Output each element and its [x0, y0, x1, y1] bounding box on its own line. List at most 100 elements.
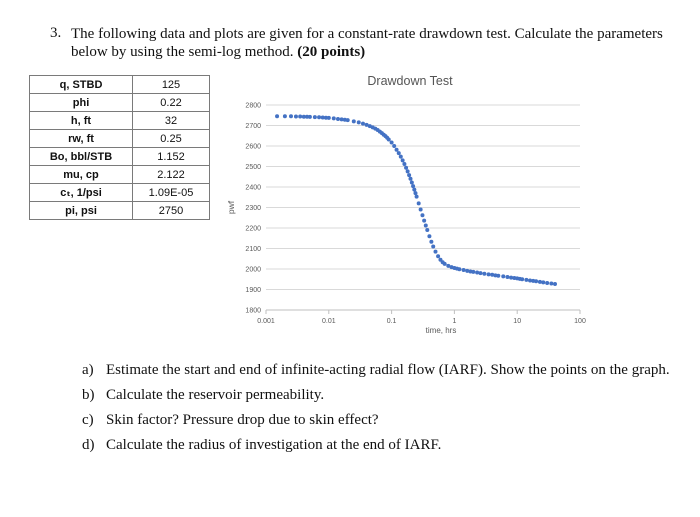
- data-point: [323, 115, 328, 120]
- parameter-value: 0.22: [132, 93, 210, 112]
- data-point: [524, 277, 529, 282]
- data-point: [436, 254, 441, 259]
- y-tick-label: 2400: [245, 185, 261, 192]
- data-point: [412, 187, 417, 192]
- parameter-name: q, STBD: [29, 75, 133, 94]
- data-point: [520, 277, 525, 282]
- data-point: [414, 194, 419, 199]
- parameter-name: mu, cp: [29, 165, 133, 184]
- data-point: [446, 263, 451, 268]
- parameter-name: rw, ft: [29, 129, 133, 148]
- x-tick-label: 0.001: [257, 318, 275, 325]
- data-point: [509, 275, 514, 280]
- data-point: [364, 122, 369, 127]
- data-point: [356, 120, 361, 125]
- data-point: [433, 249, 438, 254]
- data-point: [293, 114, 298, 119]
- data-point: [386, 137, 391, 142]
- parameter-name: h, ft: [29, 111, 133, 130]
- x-axis-label: time, hrs: [426, 326, 457, 335]
- data-point: [339, 117, 344, 122]
- data-point: [305, 114, 310, 119]
- data-point: [553, 281, 558, 286]
- data-point: [413, 191, 418, 196]
- parameters-table: q, STBD 125 phi 0.22 h, ft 32 rw, ft 0.25 Bo, bb…: [29, 75, 210, 220]
- data-point: [461, 268, 466, 273]
- data-point: [475, 270, 480, 275]
- data-point: [392, 144, 397, 148]
- parameter-row: Bo, bbl/STB 1.152: [29, 147, 210, 166]
- data-point: [545, 280, 550, 285]
- data-point: [389, 140, 394, 145]
- y-tick-label: 2500: [245, 164, 261, 171]
- data-point: [505, 275, 510, 279]
- x-tick-label: 0.01: [322, 318, 336, 325]
- parameter-row: q, STBD 125: [29, 75, 210, 94]
- task-text: Calculate the reservoir permeability.: [106, 387, 325, 403]
- data-point: [534, 279, 539, 284]
- data-point: [486, 272, 491, 277]
- x-tick-label: 10: [513, 318, 521, 325]
- parameter-name: pi, psi: [29, 201, 133, 220]
- data-point: [457, 267, 462, 272]
- parameter-value: 1.152: [132, 147, 210, 166]
- data-point: [360, 121, 365, 126]
- data-point: [408, 176, 413, 181]
- question-body: The following data and plots are given f…: [71, 26, 663, 60]
- data-point: [405, 169, 410, 174]
- y-tick-label: 2200: [245, 226, 261, 233]
- question-number: 3.: [50, 25, 62, 41]
- data-point: [429, 239, 434, 244]
- data-point: [345, 118, 350, 123]
- question-text: The following data and plots are given f…: [71, 25, 671, 61]
- parameter-value: 125: [132, 75, 210, 94]
- data-point: [427, 234, 432, 239]
- parameter-row: pi, psi 2750: [29, 201, 210, 220]
- data-point: [402, 162, 407, 167]
- parameter-value: 32: [132, 111, 210, 130]
- y-tick-label: 2700: [245, 123, 261, 130]
- data-point: [407, 173, 412, 178]
- data-point: [420, 213, 425, 218]
- parameter-name: phi: [29, 93, 133, 112]
- data-point: [298, 114, 303, 119]
- task-label: b): [82, 387, 95, 403]
- chart-title: Drawdown Test: [367, 74, 453, 88]
- data-point: [331, 116, 336, 121]
- data-point: [416, 201, 421, 206]
- x-tick-label: 1: [452, 318, 456, 325]
- data-point: [496, 273, 501, 278]
- parameter-name: cₜ, 1/psi: [29, 183, 133, 202]
- data-point: [537, 279, 542, 284]
- y-tick-label: 2100: [245, 246, 261, 253]
- parameter-row: h, ft 32: [29, 111, 210, 130]
- task-label: a): [82, 362, 94, 378]
- data-point: [400, 158, 405, 163]
- parameter-row: cₜ, 1/psi 1.09E-05: [29, 183, 210, 202]
- data-point: [411, 184, 416, 189]
- data-point: [404, 165, 409, 170]
- data-point: [312, 115, 317, 120]
- y-tick-label: 2300: [245, 205, 261, 212]
- data-point: [490, 272, 495, 277]
- parameter-name: Bo, bbl/STB: [29, 147, 133, 166]
- question-points: (20 points): [297, 44, 366, 60]
- parameter-value: 2750: [132, 201, 210, 220]
- y-tick-label: 2000: [245, 267, 261, 274]
- task-text: Estimate the start and end of infinite-a…: [106, 362, 670, 378]
- task-label: d): [82, 437, 95, 453]
- data-point: [394, 147, 399, 152]
- y-tick-label: 1800: [245, 308, 261, 315]
- data-point: [423, 223, 428, 228]
- data-point: [465, 268, 470, 273]
- data-point: [409, 180, 414, 185]
- drawdown-chart: Drawdown Test 1800 1900 2000 2100 2200 2300 24…: [220, 70, 600, 340]
- parameter-value: 2.122: [132, 165, 210, 184]
- data-point: [418, 207, 423, 212]
- task-text: Skin factor? Pressure drop due to skin e…: [106, 412, 379, 428]
- data-point: [425, 228, 430, 233]
- data-point: [320, 115, 325, 120]
- data-point: [398, 154, 403, 159]
- data-point: [396, 151, 401, 156]
- x-tick-label: 0.1: [387, 318, 397, 325]
